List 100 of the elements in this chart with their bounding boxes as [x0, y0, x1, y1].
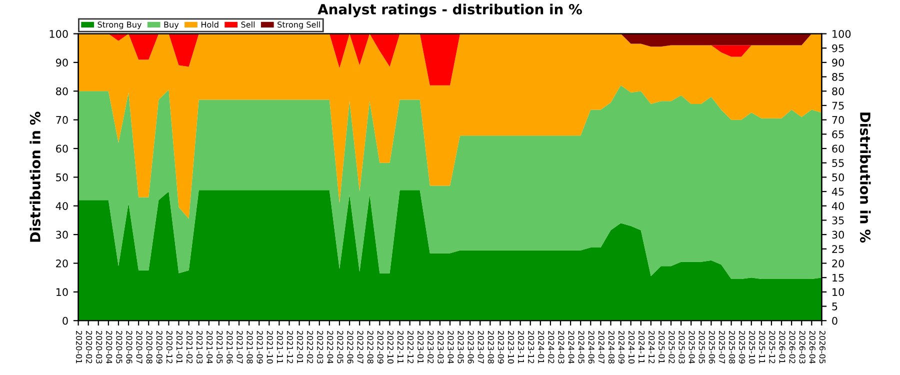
legend-label: Buy	[164, 22, 179, 30]
y-tick-label: 100	[50, 30, 68, 38]
y2-tick-label: 70	[832, 116, 844, 124]
x-tick-label: 2023-04	[448, 330, 454, 364]
y2-tick-label: 55	[832, 159, 844, 167]
x-tick-label: 2022-10	[387, 330, 394, 364]
x-tick-label: 2023-06	[468, 330, 474, 364]
y-axis-title: Distribution in %	[30, 112, 40, 242]
x-tick-label: 2024-11	[638, 330, 645, 364]
y2-tick-label: 95	[832, 44, 844, 52]
y2-tick-label: 20	[832, 259, 844, 268]
x-tick-label: 2022-02	[307, 330, 314, 364]
legend-label: Strong Sell	[278, 21, 320, 30]
x-tick-label: 2025-07	[718, 330, 725, 364]
y2-tick-label: 35	[832, 216, 844, 224]
chart-title: Analyst ratings - distribution in %	[318, 4, 582, 18]
x-tick-label: 2022-07	[357, 330, 364, 364]
x-tick-label: 2026-04	[809, 330, 816, 364]
x-tick-label: 2026-03	[799, 330, 806, 364]
y2-tick-label: 65	[832, 130, 844, 138]
x-tick-label: 2025-04	[688, 330, 695, 364]
y-tick-label: 10	[56, 288, 68, 296]
y-tick-label: 20	[56, 259, 68, 268]
x-tick-label: 2023-12	[528, 330, 534, 364]
x-tick-label: 2025-11	[759, 330, 766, 364]
x-tick-label: 2021-02	[186, 330, 193, 364]
y2-tick-label: 40	[832, 202, 844, 210]
x-tick-label: 2026-01	[779, 330, 786, 364]
x-tick-label: 2021-03	[196, 330, 203, 364]
x-tick-label: 2022-04	[327, 330, 334, 364]
legend-label: Strong Buy	[98, 22, 142, 30]
y-tick-label: 80	[56, 87, 68, 96]
x-tick-label: 2021-06	[226, 330, 233, 364]
y2-tick-label: 0	[832, 316, 838, 325]
x-tick-label: 2021-01	[176, 330, 183, 364]
x-tick-label: 2020-08	[146, 330, 152, 364]
x-tick-label: 2025-05	[698, 330, 705, 364]
x-tick-label: 2023-09	[498, 330, 504, 364]
x-tick-label: 2026-05	[819, 330, 826, 364]
x-tick-label: 2022-12	[407, 330, 414, 364]
y-tick-label: 70	[56, 116, 68, 124]
x-tick-label: 2024-04	[568, 330, 574, 364]
x-tick-label: 2020-03	[96, 330, 102, 364]
x-tick-label: 2023-10	[508, 330, 514, 364]
x-tick-label: 2020-06	[126, 330, 132, 364]
x-tick-label: 2024-07	[598, 330, 604, 364]
x-tick-label: 2021-11	[276, 330, 283, 364]
y2-tick-label: 100	[832, 30, 851, 38]
legend-label: Hold	[201, 21, 218, 28]
x-tick-label: 2026-02	[789, 330, 796, 364]
x-tick-label: 2022-01	[296, 330, 304, 364]
x-tick-label: 2022-06	[347, 330, 354, 364]
y-tick-label: 40	[56, 202, 68, 210]
x-tick-label: 2022-11	[397, 330, 404, 364]
x-tick-label: 2020-07	[136, 330, 142, 364]
x-tick-label: 2024-10	[628, 330, 635, 364]
x-tick-label: 2024-02	[548, 330, 554, 364]
x-tick-label: 2023-01	[418, 330, 424, 364]
x-tick-label: 2025-12	[769, 330, 776, 364]
x-tick-label: 2023-05	[458, 330, 464, 364]
y-tick-label: 30	[56, 230, 68, 239]
x-tick-label: 2020-04	[106, 330, 112, 364]
x-tick-label: 2023-02	[428, 330, 434, 364]
y-tick-label: 0	[62, 316, 68, 325]
x-tick-label: 2023-11	[518, 330, 524, 364]
y2-tick-label: 45	[832, 188, 844, 196]
y2-tick-label: 90	[832, 58, 844, 67]
x-tick-label: 2024-06	[588, 330, 594, 364]
y2-tick-label: 75	[832, 102, 844, 110]
x-tick-label: 2024-05	[578, 330, 584, 364]
x-tick-label: 2020-12	[166, 330, 172, 364]
y2-axis-title: Distribution in %	[860, 112, 871, 243]
x-tick-label: 2025-03	[678, 330, 685, 364]
x-tick-label: 2025-09	[738, 330, 746, 364]
x-tick-label: 2021-10	[266, 330, 273, 364]
y2-tick-label: 5	[832, 302, 838, 310]
x-tick-label: 2024-09	[618, 330, 625, 364]
x-tick-label: 2022-09	[377, 330, 384, 364]
x-tick-label: 2021-08	[246, 330, 253, 364]
x-tick-label: 2021-12	[286, 330, 294, 364]
x-tick-label: 2020-05	[116, 330, 122, 364]
x-tick-label: 2022-05	[337, 330, 344, 364]
y2-tick-label: 50	[832, 173, 844, 182]
y-tick-label: 60	[56, 144, 68, 153]
x-tick-label: 2024-08	[608, 330, 614, 364]
x-tick-label: 2020-01	[76, 330, 82, 364]
x-tick-label: 2025-01	[658, 330, 665, 364]
y2-tick-label: 15	[832, 274, 844, 282]
y-tick-label: 90	[56, 58, 68, 67]
x-tick-label: 2025-06	[708, 330, 715, 364]
x-tick-label: 2025-10	[749, 330, 756, 364]
x-tick-label: 2023-07	[478, 330, 484, 364]
y2-tick-label: 10	[832, 288, 844, 296]
y2-tick-label: 80	[832, 87, 844, 96]
x-tick-label: 2024-12	[648, 330, 655, 364]
y2-tick-label: 30	[832, 230, 844, 239]
y2-tick-label: 85	[832, 73, 844, 81]
x-tick-label: 2021-05	[216, 330, 223, 364]
x-tick-label: 2021-04	[206, 330, 213, 364]
x-tick-label: 2021-09	[256, 330, 263, 364]
